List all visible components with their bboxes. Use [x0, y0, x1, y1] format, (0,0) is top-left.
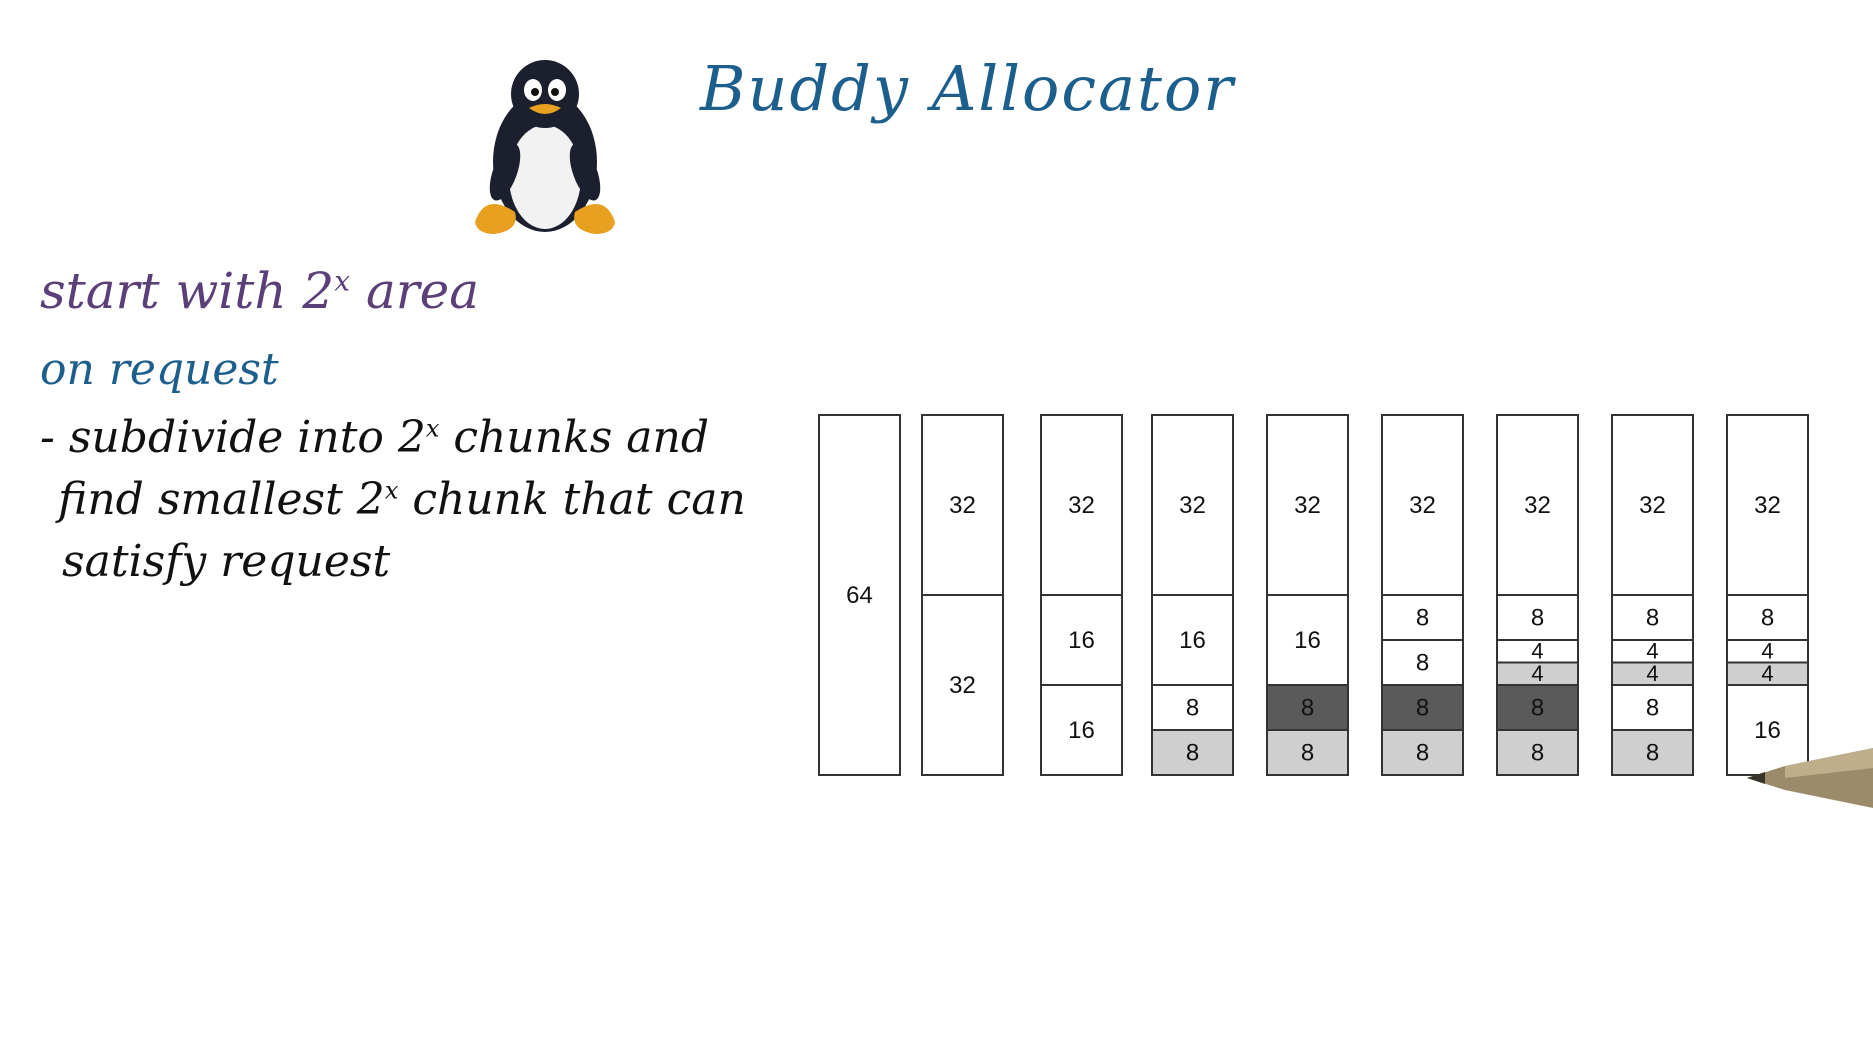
memory-block-free [818, 414, 901, 776]
penguin-icon [475, 60, 615, 234]
memory-column-2: 32 32 [921, 414, 1004, 776]
memory-block-allocated [1266, 729, 1349, 776]
note-line-find-smallest: find smallest 2x chunk that can [58, 474, 746, 525]
block-size-label: 8 [1416, 650, 1429, 677]
block-size-label: 8 [1301, 695, 1314, 722]
block-size-label: 8 [1531, 695, 1544, 722]
block-size-label: 8 [1416, 740, 1429, 767]
memory-block-allocated [1381, 729, 1464, 776]
block-size-label: 8 [1416, 605, 1429, 632]
memory-block-free [921, 594, 1004, 776]
memory-block-allocated [1496, 729, 1579, 776]
block-size-label: 8 [1761, 605, 1774, 632]
memory-block-free [1151, 684, 1234, 731]
block-size-label: 16 [1068, 627, 1095, 654]
block-size-label: 32 [949, 492, 976, 519]
memory-column-5: 32 16 8 8 [1266, 414, 1349, 776]
block-size-label: 8 [1531, 740, 1544, 767]
memory-column-1: 64 [818, 414, 901, 776]
memory-block-just_allocated [1266, 684, 1349, 731]
block-size-label: 4 [1531, 661, 1543, 686]
block-size-label: 8 [1186, 695, 1199, 722]
note-line-subdivide: - subdivide into 2x chunks and [40, 412, 710, 463]
block-size-label: 16 [1068, 717, 1095, 744]
memory-block-free [1496, 414, 1579, 596]
block-size-label: 64 [846, 582, 873, 609]
note-line-satisfy: satisfy request [62, 536, 391, 587]
block-size-label: 8 [1416, 695, 1429, 722]
block-size-label: 8 [1301, 740, 1314, 767]
block-size-label: 32 [949, 672, 976, 699]
block-size-label: 32 [1179, 492, 1206, 519]
memory-block-free [1040, 414, 1123, 596]
note-line-on-request: on request [40, 344, 279, 395]
memory-block-allocated [1151, 729, 1234, 776]
block-size-label: 16 [1294, 627, 1321, 654]
block-size-label: 32 [1639, 492, 1666, 519]
block-size-label: 4 [1646, 661, 1658, 686]
block-size-label: 8 [1646, 695, 1659, 722]
memory-block-free [1266, 594, 1349, 686]
page-title: Buddy Allocator [700, 52, 1235, 125]
memory-block-free [1151, 414, 1234, 596]
memory-block-just_allocated [1496, 684, 1579, 731]
memory-column-4: 32 16 8 8 [1151, 414, 1234, 776]
memory-block-free [1726, 414, 1809, 596]
memory-block-free [921, 414, 1004, 596]
memory-block-free [1726, 594, 1809, 641]
pen-icon [1747, 748, 1873, 808]
block-size-label: 32 [1524, 492, 1551, 519]
memory-column-7: 32 8 44 8 8 [1496, 414, 1579, 776]
block-size-label: 32 [1409, 492, 1436, 519]
block-size-label: 32 [1294, 492, 1321, 519]
block-size-label: 4 [1646, 638, 1658, 663]
block-size-label: 8 [1186, 740, 1199, 767]
memory-block-free [1040, 684, 1123, 776]
memory-block-free [1381, 414, 1464, 596]
memory-block-free [1266, 414, 1349, 596]
memory-block-free [1381, 639, 1464, 686]
note-line-area: start with 2x area [40, 262, 480, 320]
memory-column-8: 32 8 44 8 8 [1611, 414, 1694, 776]
memory-column-3: 32 16 16 [1040, 414, 1123, 776]
block-size-label: 16 [1754, 717, 1781, 744]
block-size-label: 8 [1646, 740, 1659, 767]
memory-column-6: 32 8 8 8 8 [1381, 414, 1464, 776]
memory-block-free [1496, 594, 1579, 641]
memory-block-free [1726, 684, 1809, 776]
memory-column-9: 32 8 44 16 [1726, 414, 1809, 776]
block-size-label: 4 [1761, 661, 1773, 686]
block-size-label: 16 [1179, 627, 1206, 654]
block-size-label: 4 [1531, 638, 1543, 663]
block-size-label: 8 [1531, 605, 1544, 632]
block-size-label: 8 [1646, 605, 1659, 632]
block-size-label: 32 [1068, 492, 1095, 519]
block-size-label: 4 [1761, 638, 1773, 663]
memory-block-free [1381, 594, 1464, 641]
memory-block-free [1611, 594, 1694, 641]
memory-block-allocated [1611, 729, 1694, 776]
memory-block-free [1151, 594, 1234, 686]
memory-block-free [1040, 594, 1123, 686]
memory-block-free [1611, 414, 1694, 596]
block-size-label: 32 [1754, 492, 1781, 519]
